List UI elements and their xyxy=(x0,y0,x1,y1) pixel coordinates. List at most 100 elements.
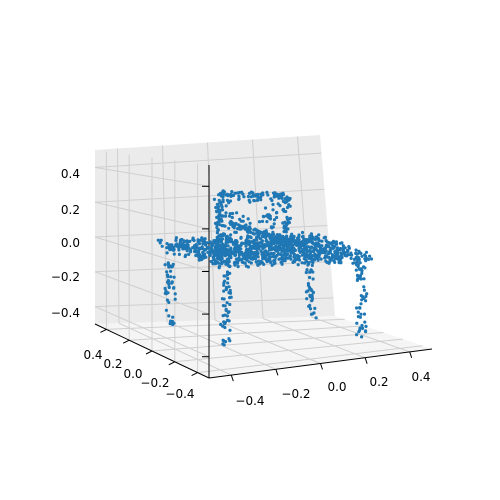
data-point xyxy=(246,194,250,199)
data-point xyxy=(247,260,251,264)
data-point xyxy=(225,318,230,322)
data-point xyxy=(300,230,305,235)
data-point xyxy=(290,235,294,239)
data-point xyxy=(183,243,187,247)
data-point xyxy=(206,246,210,250)
data-point xyxy=(237,190,242,195)
data-point xyxy=(255,242,259,246)
data-point xyxy=(264,231,269,235)
data-point xyxy=(308,287,312,291)
data-point xyxy=(260,219,265,223)
data-point xyxy=(291,248,295,252)
data-point xyxy=(327,245,331,249)
data-point xyxy=(260,193,264,197)
data-point xyxy=(261,257,265,261)
data-point xyxy=(223,322,227,326)
data-point xyxy=(228,339,232,343)
data-point xyxy=(356,310,360,314)
data-point xyxy=(280,196,284,200)
data-point xyxy=(165,270,169,274)
data-point xyxy=(355,321,359,325)
data-point xyxy=(231,242,235,246)
data-point xyxy=(271,208,275,212)
data-point xyxy=(319,245,323,249)
data-point xyxy=(268,217,273,221)
data-point xyxy=(219,218,223,222)
data-point xyxy=(233,191,237,195)
data-point xyxy=(216,257,220,261)
data-point xyxy=(164,289,168,293)
data-point xyxy=(248,221,252,225)
data-point xyxy=(223,304,227,308)
data-point xyxy=(223,325,227,330)
data-point xyxy=(306,263,310,267)
data-point xyxy=(307,304,311,308)
grid-line-y xyxy=(129,325,365,341)
data-point xyxy=(208,251,213,255)
data-point xyxy=(259,198,263,202)
data-point xyxy=(310,299,314,303)
data-point xyxy=(225,192,229,196)
y-tick-mark xyxy=(191,372,198,377)
data-point xyxy=(237,194,241,198)
data-point xyxy=(281,257,286,262)
data-point xyxy=(272,251,276,255)
pane-back xyxy=(95,135,335,324)
data-point xyxy=(222,248,226,252)
data-point xyxy=(303,252,308,256)
data-point xyxy=(240,257,244,261)
data-point xyxy=(216,246,220,250)
data-point xyxy=(235,211,239,215)
data-point xyxy=(216,205,220,209)
data-point xyxy=(265,244,269,248)
data-point xyxy=(203,237,207,241)
data-point xyxy=(173,297,177,301)
data-point xyxy=(362,285,366,289)
data-point xyxy=(227,285,231,289)
data-point xyxy=(257,220,262,224)
x-tick-mark xyxy=(320,363,323,370)
grid-line-z xyxy=(94,225,328,238)
data-point xyxy=(229,192,233,197)
data-point xyxy=(297,256,301,260)
data-point xyxy=(282,253,286,257)
data-point xyxy=(325,240,329,244)
data-point xyxy=(309,268,313,272)
data-point xyxy=(297,246,301,250)
data-point xyxy=(310,263,314,267)
data-point xyxy=(261,254,265,258)
data-point xyxy=(238,227,242,231)
grid-line-z xyxy=(94,188,325,203)
data-point xyxy=(273,193,277,197)
data-point xyxy=(259,231,263,235)
data-point xyxy=(221,224,226,228)
data-point xyxy=(239,247,243,251)
data-point xyxy=(266,252,270,256)
data-point xyxy=(325,260,329,264)
data-point xyxy=(228,214,232,218)
data-point xyxy=(360,323,364,328)
data-point xyxy=(233,260,237,264)
data-point xyxy=(246,234,250,238)
data-point xyxy=(252,232,256,236)
data-point xyxy=(170,280,174,284)
x-tick-mark xyxy=(409,351,413,359)
data-point xyxy=(227,259,231,263)
data-point xyxy=(364,294,368,298)
grid-line-x xyxy=(262,317,366,359)
data-point xyxy=(305,268,309,272)
data-point xyxy=(216,249,220,253)
data-point xyxy=(330,242,334,246)
data-point xyxy=(241,214,245,218)
pane-floor xyxy=(95,316,432,378)
data-point xyxy=(226,252,231,256)
z-tick-label: 0.4 xyxy=(61,167,80,181)
data-point xyxy=(239,219,243,223)
data-point xyxy=(306,289,310,293)
data-point xyxy=(178,245,182,249)
data-point xyxy=(354,268,358,272)
data-point xyxy=(356,256,360,260)
data-point xyxy=(314,235,318,239)
data-point xyxy=(217,193,221,197)
data-point xyxy=(341,244,345,248)
